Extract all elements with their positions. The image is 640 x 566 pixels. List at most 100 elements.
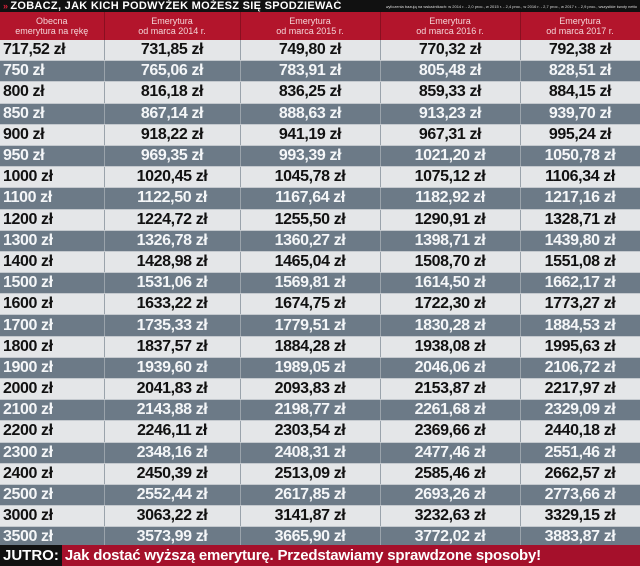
- column-header-line: od marca 2016 r.: [416, 26, 484, 36]
- current-pension-cell: 2300 zł: [0, 442, 105, 464]
- pension-value-cell: 2261,68 zł: [380, 399, 521, 422]
- column-header-line: od marca 2017 r.: [546, 26, 614, 36]
- column-header: Emerytura od marca 2015 r.: [240, 12, 381, 40]
- pension-value-cell: 792,38 zł: [520, 40, 640, 62]
- pension-value-cell: 1398,71 zł: [380, 230, 521, 252]
- pension-value-cell: 1167,64 zł: [240, 187, 381, 210]
- pension-value-cell: 888,63 zł: [240, 103, 381, 125]
- pension-value-cell: 1326,78 zł: [104, 230, 241, 252]
- pension-value-cell: 1106,34 zł: [520, 166, 640, 189]
- table-row: 850 zł 867,14 zł 888,63 zł 913,23 zł 939,70 …: [0, 103, 640, 125]
- pension-value-cell: 1939,60 zł: [104, 357, 241, 380]
- pension-value-cell: 2693,26 zł: [380, 484, 521, 507]
- pension-value-cell: 2617,85 zł: [240, 484, 381, 507]
- table-row: 1700 zł 1735,33 zł 1779,51 zł 1830,28 zł 188…: [0, 314, 640, 337]
- pension-value-cell: 993,39 zł: [240, 145, 381, 168]
- column-header: Obecna emerytura na rękę: [0, 12, 105, 40]
- pension-value-cell: 1182,92 zł: [380, 187, 521, 210]
- pension-value-cell: 1722,30 zł: [380, 293, 521, 316]
- table-row: 3000 zł 3063,22 zł 3141,87 zł 3232,63 zł 332…: [0, 505, 640, 528]
- pension-value-cell: 3063,22 zł: [104, 505, 241, 528]
- table-row: 750 zł 765,06 zł 783,91 zł 805,48 zł 828,51 …: [0, 60, 640, 83]
- pension-value-cell: 2477,46 zł: [380, 442, 521, 464]
- current-pension-cell: 1800 zł: [0, 336, 105, 358]
- pension-value-cell: 2408,31 zł: [240, 442, 381, 464]
- current-pension-cell: 1500 zł: [0, 272, 105, 295]
- pension-value-cell: 1021,20 zł: [380, 145, 521, 168]
- pension-value-cell: 1328,71 zł: [520, 209, 640, 231]
- current-pension-cell: 1900 zł: [0, 357, 105, 380]
- pension-value-cell: 2348,16 zł: [104, 442, 241, 464]
- pension-value-cell: 1075,12 zł: [380, 166, 521, 189]
- current-pension-cell: 2000 zł: [0, 378, 105, 401]
- current-pension-cell: 850 zł: [0, 103, 105, 125]
- table-row: 1000 zł 1020,45 zł 1045,78 zł 1075,12 zł 110…: [0, 166, 640, 189]
- pension-value-cell: 836,25 zł: [240, 81, 381, 104]
- pension-value-cell: 1428,98 zł: [104, 251, 241, 274]
- pension-value-cell: 995,24 zł: [520, 124, 640, 146]
- pension-value-cell: 816,18 zł: [104, 81, 241, 104]
- pension-value-cell: 2093,83 zł: [240, 378, 381, 401]
- pension-value-cell: 2440,18 zł: [520, 420, 640, 443]
- pension-value-cell: 828,51 zł: [520, 60, 640, 83]
- table-row: 717,52 zł 731,85 zł 749,80 zł 770,32 zł 792,…: [0, 40, 640, 62]
- current-pension-cell: 1300 zł: [0, 230, 105, 252]
- pension-value-cell: 1989,05 zł: [240, 357, 381, 380]
- column-header-line: Obecna: [35, 16, 68, 26]
- column-header: Emerytura od marca 2016 r.: [380, 12, 521, 40]
- pension-value-cell: 3141,87 zł: [240, 505, 381, 528]
- table-row: 2400 zł 2450,39 zł 2513,09 zł 2585,46 zł 266…: [0, 463, 640, 485]
- pension-value-cell: 2106,72 zł: [520, 357, 640, 380]
- pension-value-cell: 2198,77 zł: [240, 399, 381, 422]
- pension-value-cell: 2246,11 zł: [104, 420, 241, 443]
- pension-value-cell: 1045,78 zł: [240, 166, 381, 189]
- current-pension-cell: 1200 zł: [0, 209, 105, 231]
- pension-value-cell: 939,70 zł: [520, 103, 640, 125]
- column-header-line: Emerytura: [559, 16, 601, 26]
- pension-value-cell: 2513,09 zł: [240, 463, 381, 485]
- column-header-line: Emerytura: [151, 16, 193, 26]
- column-header-line: od marca 2015 r.: [276, 26, 344, 36]
- pension-value-cell: 2773,66 zł: [520, 484, 640, 507]
- pension-value-cell: 2552,44 zł: [104, 484, 241, 507]
- table-row: 1500 zł 1531,06 zł 1569,81 zł 1614,50 zł 166…: [0, 272, 640, 295]
- table-row: 1200 zł 1224,72 zł 1255,50 zł 1290,91 zł 132…: [0, 209, 640, 231]
- double-chevron-icon: »: [3, 1, 9, 11]
- pension-value-cell: 2143,88 zł: [104, 399, 241, 422]
- pension-value-cell: 3329,15 zł: [520, 505, 640, 528]
- column-header: Emerytura od marca 2014 r.: [104, 12, 241, 40]
- pension-value-cell: 918,22 zł: [104, 124, 241, 146]
- column-header-line: emerytura na rękę: [15, 26, 89, 36]
- pension-value-cell: 783,91 zł: [240, 60, 381, 83]
- pension-value-cell: 1531,06 zł: [104, 272, 241, 295]
- table-row: 2500 zł 2552,44 zł 2617,85 zł 2693,26 zł 277…: [0, 484, 640, 507]
- pension-value-cell: 1884,53 zł: [520, 314, 640, 337]
- table-row: 2000 zł 2041,83 zł 2093,83 zł 2153,87 zł 221…: [0, 378, 640, 401]
- title-bar: » ZOBACZ, JAK KICH PODWYŻEK MOŻESZ SIĘ S…: [0, 0, 640, 12]
- pension-value-cell: 859,33 zł: [380, 81, 521, 104]
- table-row: 2100 zł 2143,88 zł 2198,77 zł 2261,68 zł 232…: [0, 399, 640, 422]
- pension-value-cell: 1508,70 zł: [380, 251, 521, 274]
- footer-text: Jak dostać wyższą emeryturę. Przedstawia…: [61, 545, 640, 566]
- current-pension-cell: 2400 zł: [0, 463, 105, 485]
- pension-value-cell: 2585,46 zł: [380, 463, 521, 485]
- current-pension-cell: 3000 zł: [0, 505, 105, 528]
- pension-value-cell: 3573,99 zł: [104, 526, 241, 549]
- table-row: 800 zł 816,18 zł 836,25 zł 859,33 zł 884,15 …: [0, 81, 640, 104]
- pension-value-cell: 969,35 zł: [104, 145, 241, 168]
- pension-value-cell: 2450,39 zł: [104, 463, 241, 485]
- table-row: 2200 zł 2246,11 zł 2303,54 zł 2369,66 zł 244…: [0, 420, 640, 443]
- pension-value-cell: 1674,75 zł: [240, 293, 381, 316]
- pension-value-cell: 1773,27 zł: [520, 293, 640, 316]
- pension-value-cell: 770,32 zł: [380, 40, 521, 62]
- pension-value-cell: 1050,78 zł: [520, 145, 640, 168]
- pension-value-cell: 1779,51 zł: [240, 314, 381, 337]
- pension-value-cell: 1439,80 zł: [520, 230, 640, 252]
- current-pension-cell: 1000 zł: [0, 166, 105, 189]
- current-pension-cell: 2200 zł: [0, 420, 105, 443]
- pension-value-cell: 1938,08 zł: [380, 336, 521, 358]
- current-pension-cell: 750 zł: [0, 60, 105, 83]
- pension-value-cell: 1255,50 zł: [240, 209, 381, 231]
- table-row: 950 zł 969,35 zł 993,39 zł 1021,20 zł 1050,7…: [0, 145, 640, 168]
- page-title-text: ZOBACZ, JAK KICH PODWYŻEK MOŻESZ SIĘ SPO…: [10, 0, 342, 12]
